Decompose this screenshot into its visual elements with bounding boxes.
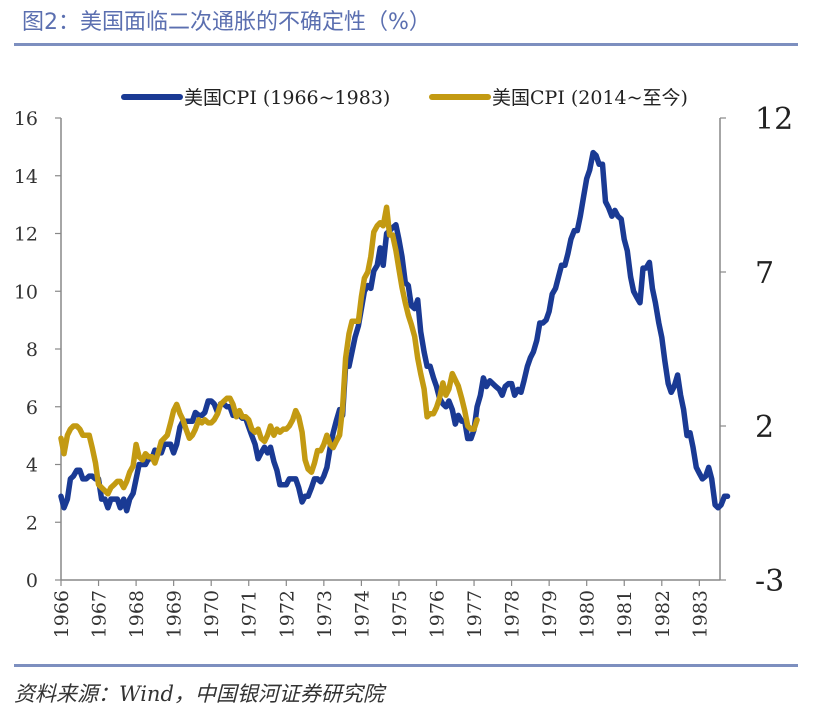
title-rule [14, 43, 798, 46]
x-tick-label: 1968 [126, 590, 148, 638]
data-lines [58, 149, 731, 514]
y-left-tick-label: 16 [14, 108, 38, 130]
y-right-tick-label: 2 [755, 410, 774, 445]
x-tick-label: 1976 [426, 590, 448, 638]
axes: 0 2 4 6 8 10 12 14 16 -3 2 7 12 1966 1967 1968 1969 1970 1… [14, 102, 793, 638]
x-tick-label: 1969 [164, 590, 186, 638]
legend: 美国CPI (1966~1983) 美国CPI (2014~至今) [121, 87, 688, 109]
y-left-tick-label: 4 [26, 455, 38, 477]
y-left-tick-label: 10 [14, 281, 38, 303]
x-tick-label: 1971 [239, 590, 261, 638]
x-tick-label: 1970 [201, 590, 223, 638]
footer-rule [14, 664, 798, 667]
source-note: 资料来源：Wind，中国银河证券研究院 [14, 682, 384, 706]
x-tick-label: 1982 [652, 590, 674, 638]
legend-label-series-2: 美国CPI (2014~至今) [492, 87, 688, 109]
x-tick-label: 1972 [276, 590, 298, 638]
series-line-cpi-1966-1983 [58, 149, 731, 514]
figure-title: 图2：美国面临二次通胀的不确定性（%） [22, 10, 431, 35]
y-left-tick-label: 12 [14, 224, 38, 246]
x-tick-label: 1977 [464, 590, 486, 638]
x-tick-label: 1966 [51, 590, 73, 638]
y-right-tick-label: 12 [755, 102, 793, 137]
series-line-cpi-2014-now [58, 204, 480, 497]
y-left-tick-label: 14 [14, 166, 38, 188]
y-right-tick-label: 7 [755, 256, 774, 291]
x-tick-label: 1983 [689, 590, 711, 638]
x-tick-label: 1980 [577, 590, 599, 638]
x-tick-label: 1967 [89, 590, 111, 638]
x-tick-label: 1974 [351, 590, 373, 638]
y-left-tick-label: 2 [26, 512, 38, 534]
x-tick-label: 1979 [539, 590, 561, 638]
x-tick-label: 1978 [502, 590, 524, 638]
y-left-tick-label: 8 [26, 339, 38, 361]
y-left-tick-label: 6 [26, 397, 38, 419]
legend-label-series-1: 美国CPI (1966~1983) [184, 87, 390, 109]
y-left-tick-label: 0 [26, 570, 38, 592]
x-tick-label: 1981 [614, 590, 636, 638]
x-tick-label: 1973 [314, 590, 336, 638]
y-right-tick-label: -3 [755, 564, 784, 599]
x-tick-label: 1975 [389, 590, 411, 638]
